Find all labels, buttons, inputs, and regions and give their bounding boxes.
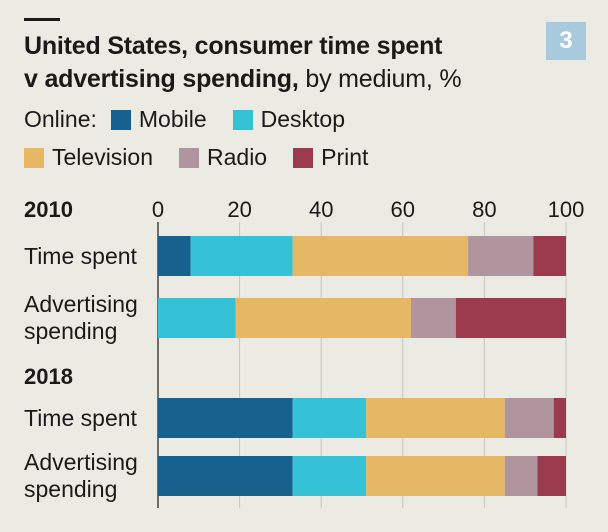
chart-number-badge: 3 xyxy=(546,22,586,60)
x-tick-label-100: 100 xyxy=(548,197,585,222)
legend-label-radio: Radio xyxy=(207,144,268,170)
legend-row-online: Online: Mobile Desktop xyxy=(24,106,371,133)
bar-label-2010-0: Time spent xyxy=(24,243,138,269)
legend-swatch-television xyxy=(24,147,44,168)
legend-row-offline: Television Radio Print xyxy=(24,144,394,171)
group-label-2018: 2018 xyxy=(24,364,73,389)
bar-label-2018-1-line1: spending xyxy=(24,476,117,502)
legend-item-radio: Radio xyxy=(179,144,267,171)
legend-label-print: Print xyxy=(321,144,369,170)
bar-segment-2018-1-television xyxy=(366,456,505,496)
chart-title: United States, consumer time spent v adv… xyxy=(24,30,524,96)
bar-segment-2010-1-print xyxy=(455,298,566,338)
legend-swatch-mobile xyxy=(110,109,131,130)
title-line-2: v advertising spending, xyxy=(24,65,299,93)
bar-segment-2010-0-television xyxy=(292,236,469,276)
legend-label-desktop: Desktop xyxy=(260,106,346,132)
legend-item-television: Television xyxy=(24,144,153,171)
bar-segment-2010-0-print xyxy=(533,236,566,276)
legend-online-label: Online: xyxy=(24,106,97,132)
legend-item-print: Print xyxy=(293,144,368,171)
bar-segment-2010-1-desktop xyxy=(158,298,236,338)
x-tick-label-0: 0 xyxy=(152,197,164,222)
bar-segment-2018-1-desktop xyxy=(292,456,367,496)
bar-segment-2018-1-mobile xyxy=(158,456,293,496)
bar-segment-2018-1-print xyxy=(537,456,566,496)
bar-segment-2018-0-desktop xyxy=(292,398,367,438)
bar-segment-2018-0-television xyxy=(366,398,505,438)
bar-label-2010-1-line1: spending xyxy=(24,318,117,344)
bar-segment-2010-1-television xyxy=(235,298,411,338)
legend-label-television: Television xyxy=(52,144,153,170)
x-tick-label-40: 40 xyxy=(309,197,333,222)
legend-item-mobile: Mobile xyxy=(110,106,207,133)
title-subtitle: by medium, % xyxy=(305,65,462,93)
x-tick-label-20: 20 xyxy=(227,197,251,222)
legend-swatch-radio xyxy=(179,147,199,168)
bar-segment-2010-0-mobile xyxy=(158,236,191,276)
bar-segment-2018-1-radio xyxy=(504,456,538,496)
bar-label-2018-0: Time spent xyxy=(24,405,138,431)
bar-label-2010-1-line0: Advertising xyxy=(24,291,138,317)
bar-label-2018-1-line0: Advertising xyxy=(24,449,138,475)
bar-segment-2018-0-radio xyxy=(504,398,554,438)
x-tick-label-80: 80 xyxy=(472,197,496,222)
title-rule xyxy=(24,18,60,21)
bar-segment-2010-0-desktop xyxy=(190,236,293,276)
title-line-1: United States, consumer time spent xyxy=(24,32,443,60)
bar-segment-2010-0-radio xyxy=(468,236,534,276)
legend-swatch-print xyxy=(293,147,314,168)
x-tick-label-60: 60 xyxy=(391,197,415,222)
legend-label-mobile: Mobile xyxy=(138,106,207,132)
legend-swatch-desktop xyxy=(232,109,253,130)
group-label-2010: 2010 xyxy=(24,197,73,222)
bar-segment-2010-1-radio xyxy=(410,298,456,338)
legend-item-desktop: Desktop xyxy=(232,106,346,133)
bar-segment-2018-0-print xyxy=(553,398,566,438)
bar-segment-2018-0-mobile xyxy=(158,398,293,438)
